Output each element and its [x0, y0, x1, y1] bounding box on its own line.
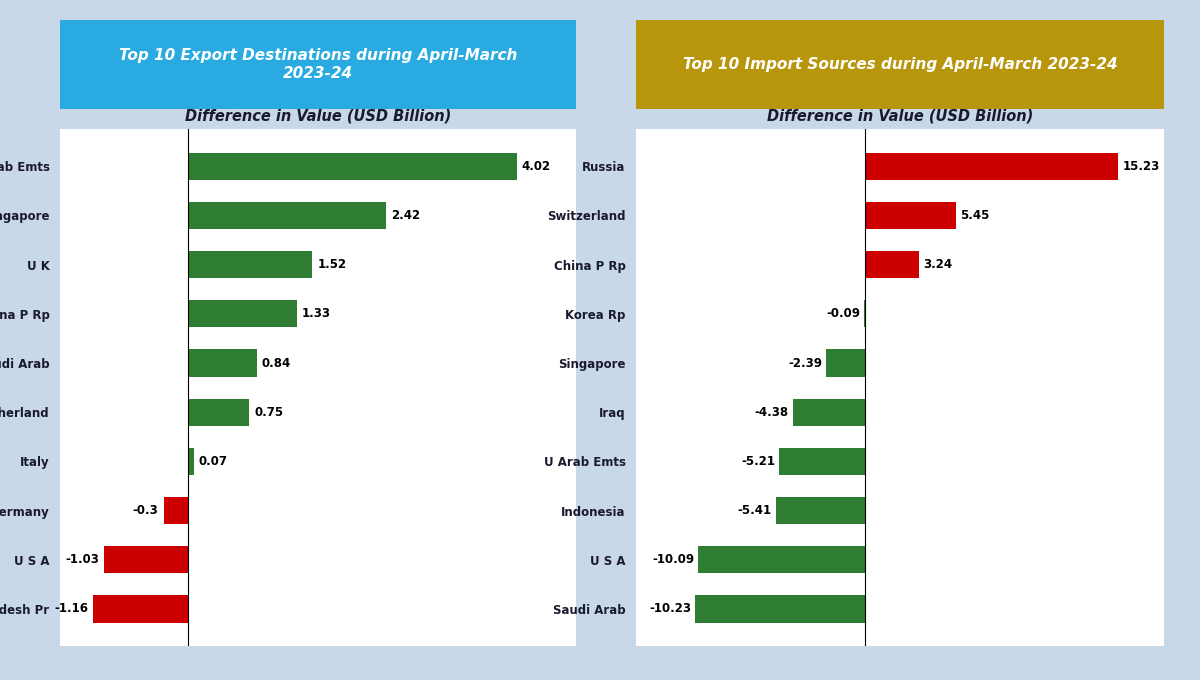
Text: 0.07: 0.07: [199, 455, 228, 468]
Title: Difference in Value (USD Billion): Difference in Value (USD Billion): [767, 109, 1033, 124]
Text: Top 10 Import Sources during April-March 2023-24: Top 10 Import Sources during April-March…: [683, 57, 1117, 72]
Text: 2.42: 2.42: [391, 209, 420, 222]
Text: 15.23: 15.23: [1122, 160, 1159, 173]
Bar: [865, 251, 919, 278]
Text: -1.16: -1.16: [54, 602, 89, 615]
Text: -1.03: -1.03: [65, 554, 98, 566]
Bar: [188, 251, 312, 278]
Text: -0.3: -0.3: [133, 504, 158, 517]
Bar: [865, 202, 956, 229]
Text: 0.84: 0.84: [262, 356, 290, 369]
Bar: [163, 497, 188, 524]
Bar: [188, 448, 193, 475]
Bar: [188, 301, 296, 327]
Text: -0.09: -0.09: [826, 307, 860, 320]
Bar: [188, 153, 517, 180]
Bar: [188, 350, 257, 377]
Text: -10.23: -10.23: [649, 602, 691, 615]
Bar: [775, 497, 865, 524]
Text: 1.52: 1.52: [317, 258, 347, 271]
Text: -5.41: -5.41: [738, 504, 772, 517]
Text: 4.02: 4.02: [522, 160, 551, 173]
Text: 3.24: 3.24: [923, 258, 952, 271]
Bar: [826, 350, 865, 377]
Bar: [865, 153, 1118, 180]
Bar: [104, 546, 188, 573]
Bar: [698, 546, 865, 573]
Bar: [779, 448, 865, 475]
Bar: [188, 398, 250, 426]
Text: 0.75: 0.75: [254, 406, 283, 419]
Text: Top 10 Export Destinations during April-March
2023-24: Top 10 Export Destinations during April-…: [119, 48, 517, 81]
Bar: [696, 596, 865, 622]
Text: 5.45: 5.45: [960, 209, 989, 222]
Text: -5.21: -5.21: [742, 455, 775, 468]
Text: -4.38: -4.38: [755, 406, 788, 419]
Text: -10.09: -10.09: [652, 554, 694, 566]
Bar: [94, 596, 188, 622]
Bar: [864, 301, 865, 327]
Text: 1.33: 1.33: [301, 307, 331, 320]
Text: -2.39: -2.39: [788, 356, 822, 369]
Bar: [793, 398, 865, 426]
Bar: [188, 202, 386, 229]
Title: Difference in Value (USD Billion): Difference in Value (USD Billion): [185, 109, 451, 124]
